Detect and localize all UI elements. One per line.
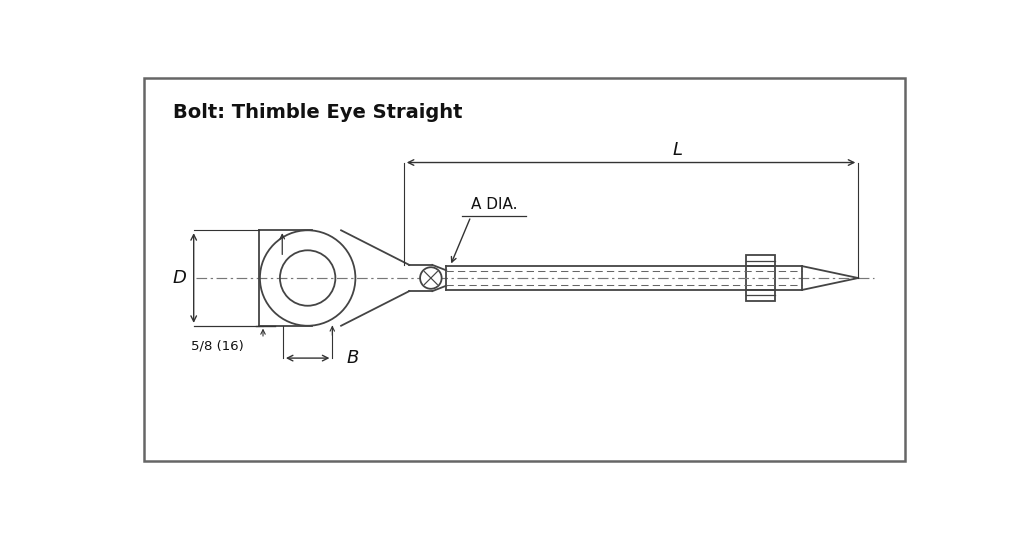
Text: L: L bbox=[673, 141, 682, 159]
Text: Bolt: Thimble Eye Straight: Bolt: Thimble Eye Straight bbox=[173, 103, 463, 122]
Text: 5/8 (16): 5/8 (16) bbox=[190, 340, 244, 353]
Circle shape bbox=[420, 267, 441, 289]
Text: D: D bbox=[172, 269, 186, 287]
Text: A DIA.: A DIA. bbox=[471, 197, 517, 212]
Text: B: B bbox=[346, 349, 358, 367]
